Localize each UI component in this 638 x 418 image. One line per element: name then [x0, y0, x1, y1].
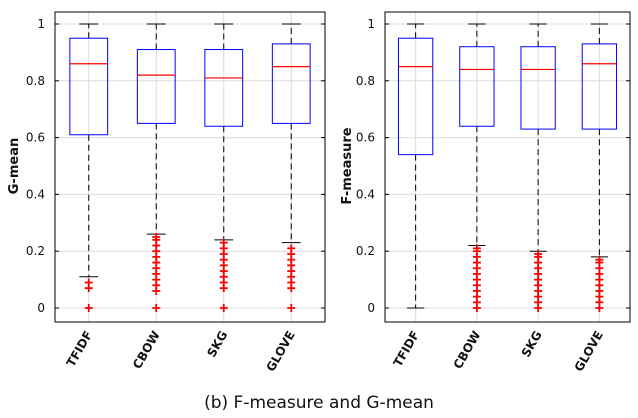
interquartile-box [204, 49, 244, 127]
y-axis-label: G-mean [7, 138, 22, 194]
outlier-marker [152, 233, 161, 241]
x-category-label: SKG [204, 329, 230, 360]
x-category-label: TFIDF [64, 329, 96, 370]
y-tick-label: 0.4 [26, 187, 45, 201]
g-mean-boxplot-panel: G-mean 0 0.2 0.4 0.6 0.8 1 TFIDF CBOW SKG GLOVE [7, 11, 326, 374]
y-tick-label: 0.8 [356, 74, 375, 88]
x-category-label: SKG [519, 329, 545, 360]
y-tick-label: 0 [367, 301, 375, 315]
box-cbow [459, 23, 495, 312]
y-tick-label: 0.6 [356, 131, 375, 145]
outlier-marker [534, 250, 543, 259]
x-category-label: CBOW [130, 329, 163, 372]
y-tick-label: 0.8 [26, 74, 45, 88]
x-category-label: GLOVE [572, 329, 606, 374]
figure-caption: (b) F-measure and G-mean [204, 393, 434, 413]
outlier-marker [219, 238, 228, 247]
outlier-marker [287, 244, 296, 253]
outlier-marker [84, 278, 93, 287]
box-tfidf [397, 23, 434, 309]
interquartile-box [397, 37, 434, 156]
f-measure-boxplot-panel: F-measure 0 0.2 0.4 0.6 0.8 1 TFIDF CBOW SKG GLOV… [340, 11, 631, 374]
y-tick-label: 0.4 [356, 187, 375, 201]
y-tick-label: 0.6 [26, 131, 45, 145]
x-category-label: TFIDF [391, 329, 423, 370]
x-category-label: GLOVE [264, 329, 298, 374]
y-tick-label: 1 [367, 17, 375, 31]
box-glove [581, 23, 618, 312]
outlier-marker [152, 304, 161, 312]
interquartile-box [459, 46, 495, 127]
x-category-label: CBOW [451, 329, 484, 372]
outlier-marker [595, 255, 604, 264]
y-tick-label: 0 [37, 301, 45, 315]
box-glove [271, 23, 311, 312]
outlier-marker [219, 304, 228, 312]
box-skg [520, 23, 556, 312]
y-tick-label: 0.2 [356, 244, 375, 258]
interquartile-box [136, 49, 176, 124]
outlier-marker [84, 304, 93, 312]
box-cbow [136, 23, 176, 312]
outlier-marker [472, 244, 481, 253]
y-tick-label: 0.2 [26, 244, 45, 258]
box-skg [204, 23, 244, 312]
plot-frame [384, 11, 631, 323]
interquartile-box [69, 37, 109, 136]
interquartile-box [520, 46, 556, 130]
y-axis-label: F-measure [340, 127, 355, 204]
interquartile-box [581, 43, 618, 130]
outlier-marker [287, 304, 296, 312]
interquartile-box [271, 43, 311, 124]
y-tick-label: 1 [37, 17, 45, 31]
box-tfidf [69, 23, 109, 312]
plot-frame [54, 11, 326, 323]
